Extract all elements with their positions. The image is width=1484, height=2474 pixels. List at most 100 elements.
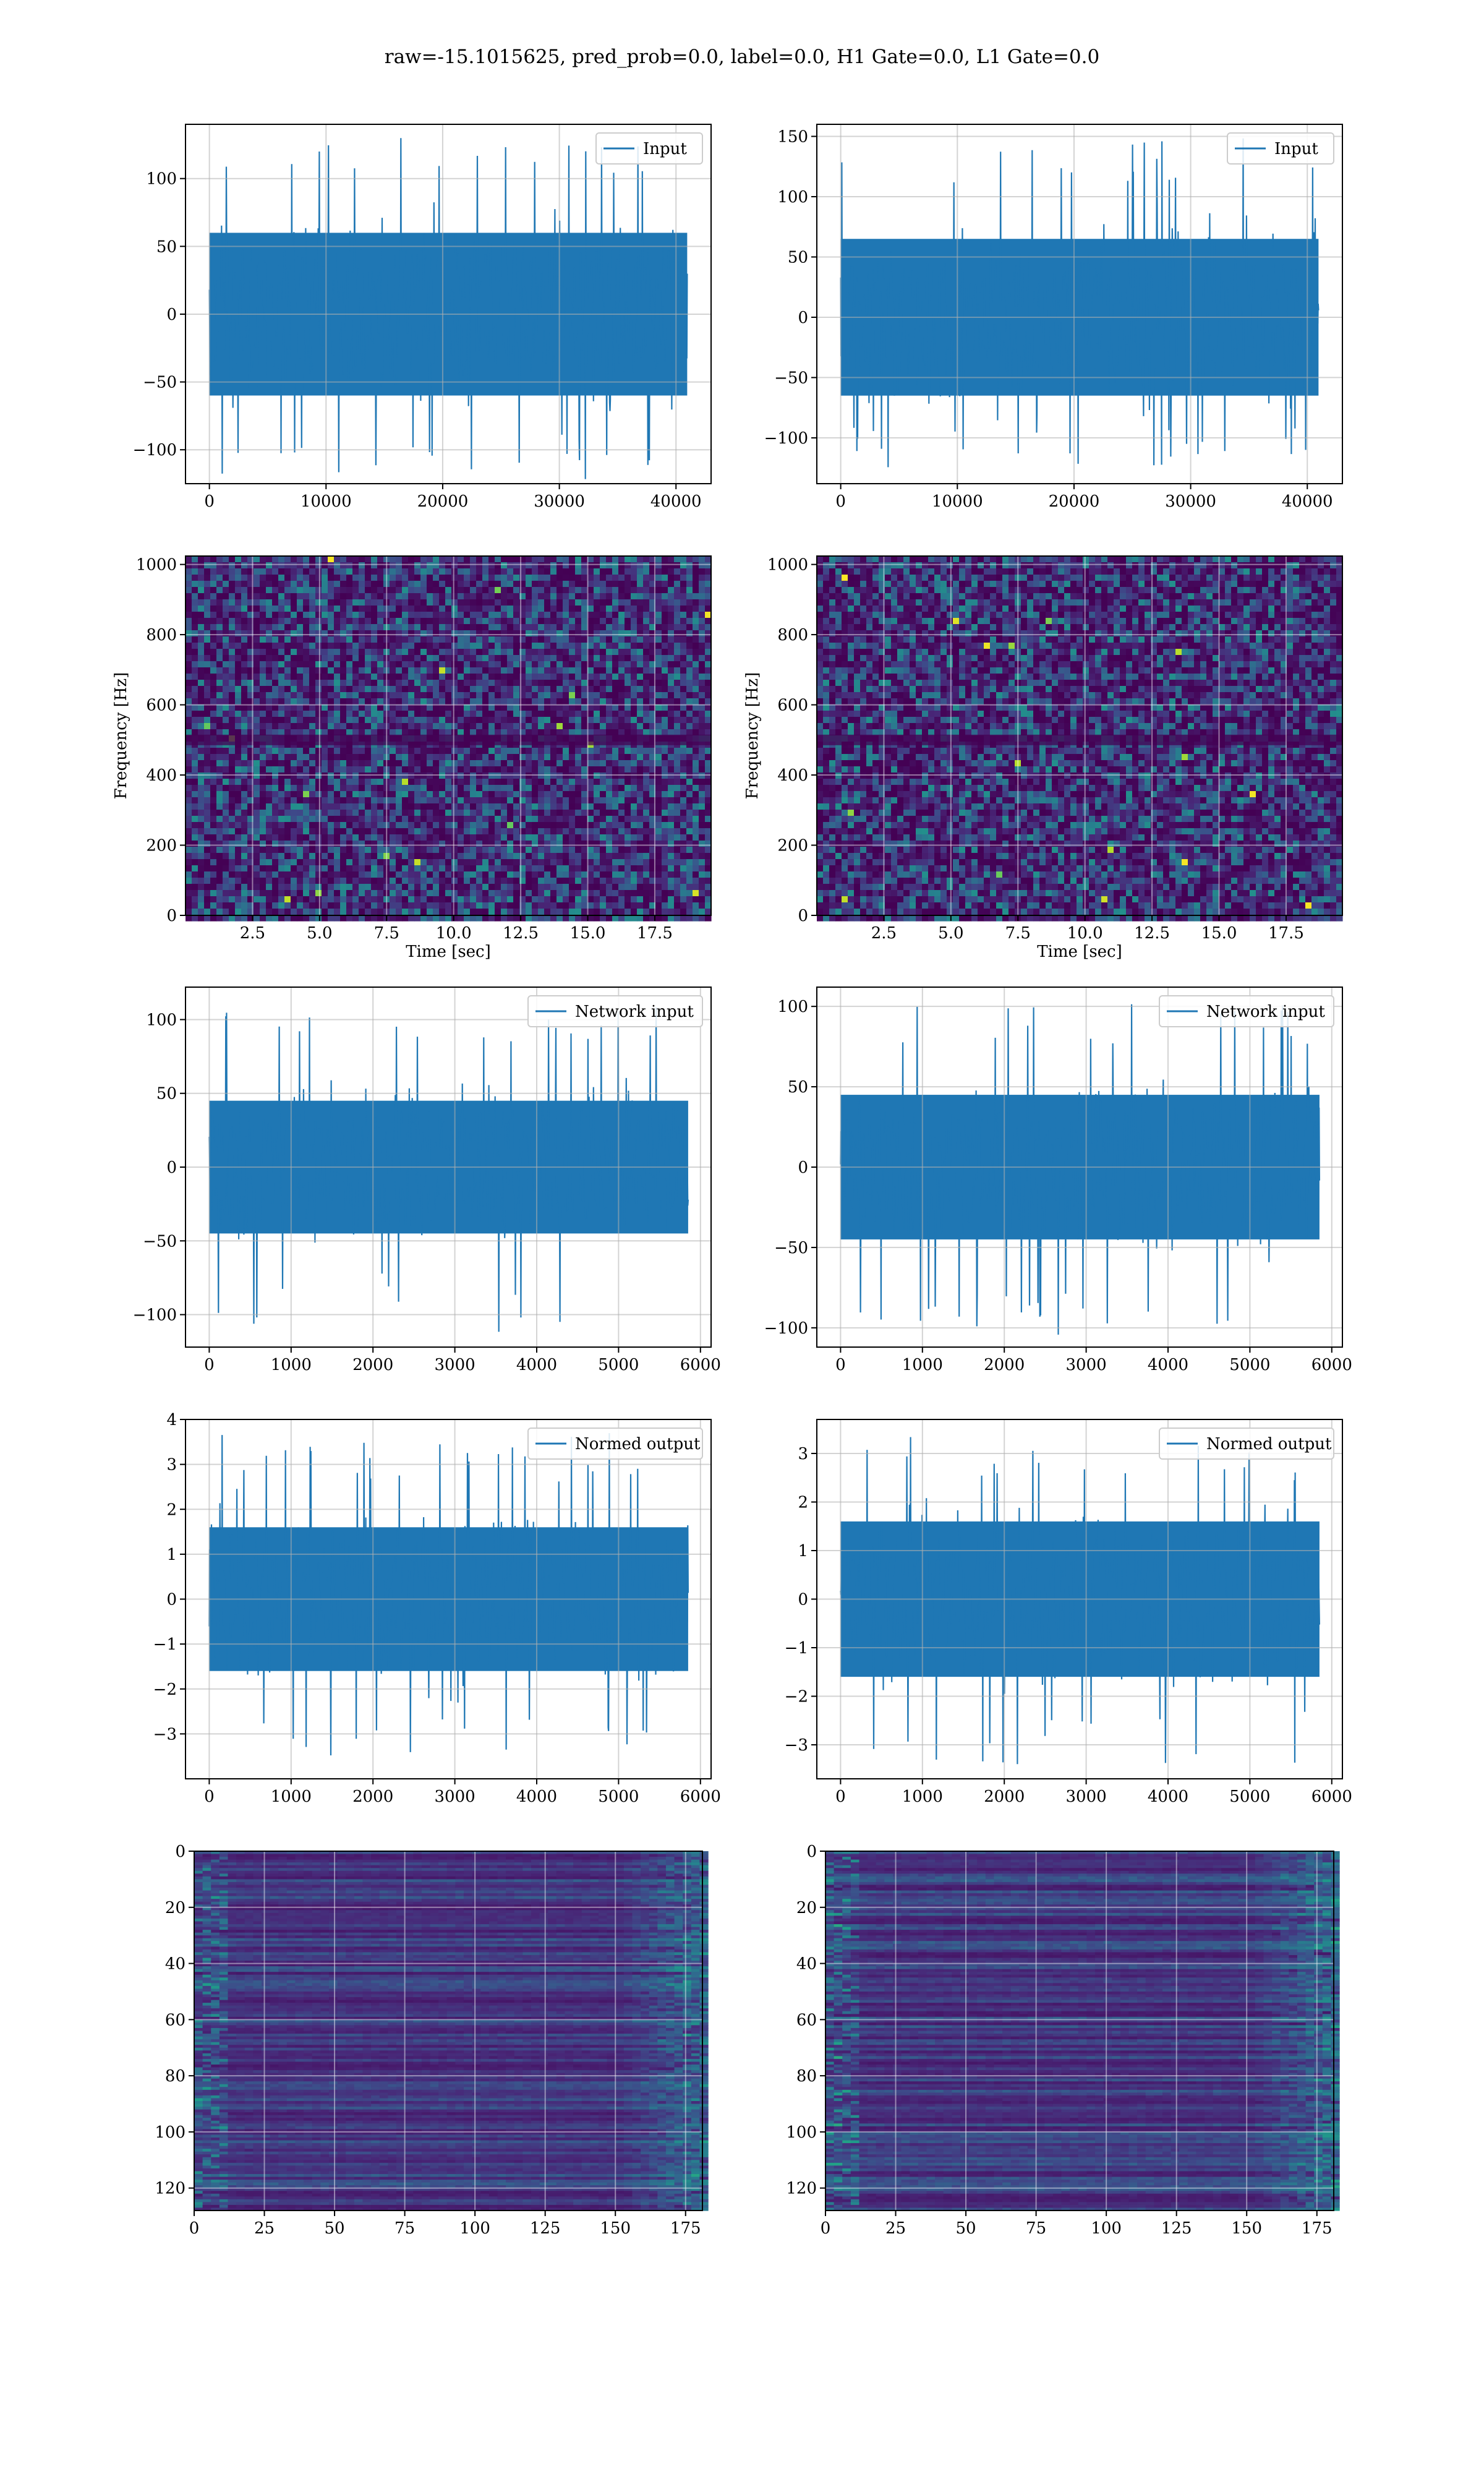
x-tick-label: 4000: [516, 1787, 557, 1806]
y-axis-label: Frequency [Hz]: [112, 672, 130, 800]
x-tick-label: 17.5: [1268, 924, 1304, 943]
x-tick-label: 0: [204, 1787, 215, 1806]
x-tick-label: 150: [600, 2219, 631, 2238]
x-tick-label: 2000: [352, 1787, 393, 1806]
x-tick-label: 3000: [1066, 1356, 1107, 1374]
x-tick-label: 0: [204, 1356, 215, 1374]
y-tick-label: 2: [798, 1493, 808, 1512]
y-tick-label: 0: [798, 1591, 808, 1609]
x-tick-label: 100: [1091, 2219, 1122, 2238]
legend: Network input: [1159, 996, 1334, 1027]
y-tick-label: 0: [806, 1843, 817, 1861]
x-tick-label: 125: [1161, 2219, 1192, 2238]
y-tick-label: 20: [796, 1899, 817, 1917]
y-tick-label: 100: [146, 170, 177, 189]
x-tick-label: 10.0: [436, 924, 472, 943]
legend-label: Network input: [1206, 1003, 1325, 1021]
x-tick-label: 5000: [1229, 1356, 1270, 1374]
x-tick-label: 2000: [352, 1356, 393, 1374]
y-tick-label: 0: [166, 1158, 177, 1177]
x-tick-label: 3000: [435, 1356, 475, 1374]
x-tick-label: 17.5: [637, 924, 673, 943]
y-tick-label: 800: [777, 626, 808, 644]
x-tick-label: 1000: [902, 1787, 943, 1806]
y-tick-label: 60: [796, 2011, 817, 2029]
x-tick-label: 20000: [417, 492, 469, 511]
x-tick-label: 100: [459, 2219, 490, 2238]
x-tick-label: 0: [835, 1356, 846, 1374]
x-tick-label: 0: [835, 1787, 846, 1806]
y-tick-label: 2: [166, 1500, 177, 1519]
x-tick-label: 5.0: [938, 924, 963, 943]
y-tick-label: 80: [796, 2067, 817, 2086]
y-tick-label: 4: [166, 1411, 177, 1429]
legend: Network input: [528, 996, 702, 1027]
x-tick-label: 7.5: [374, 924, 399, 943]
y-tick-label: −1: [785, 1639, 808, 1658]
x-tick-label: 4000: [1148, 1787, 1188, 1806]
y-axis-label: Frequency [Hz]: [743, 672, 762, 800]
y-tick-label: 100: [146, 1011, 177, 1029]
x-tick-label: 15.0: [570, 924, 606, 943]
y-tick-label: 800: [146, 626, 177, 644]
spectrogram-image: [817, 556, 1343, 922]
x-tick-label: 30000: [1165, 492, 1216, 511]
x-tick-label: 30000: [534, 492, 585, 511]
legend-label: Input: [643, 140, 687, 158]
legend-label: Network input: [575, 1003, 694, 1021]
x-tick-label: 2000: [984, 1787, 1025, 1806]
y-tick-label: 0: [798, 1158, 808, 1177]
x-tick-label: 40000: [1282, 492, 1333, 511]
legend: Input: [1227, 133, 1334, 164]
legend: Normed output: [1159, 1428, 1334, 1459]
y-tick-label: 400: [146, 766, 177, 785]
y-tick-label: −2: [785, 1688, 808, 1706]
y-tick-label: 150: [777, 127, 808, 146]
y-tick-label: 80: [165, 2067, 186, 2086]
x-tick-label: 5000: [598, 1356, 639, 1374]
x-tick-label: 3000: [1066, 1787, 1107, 1806]
x-tick-label: 10000: [301, 492, 352, 511]
x-tick-label: 75: [394, 2219, 415, 2238]
y-tick-label: 400: [777, 766, 808, 785]
legend-label: Input: [1274, 140, 1318, 158]
x-tick-label: 10.0: [1067, 924, 1103, 943]
x-tick-label: 2.5: [240, 924, 265, 943]
y-tick-label: 40: [165, 1955, 186, 1974]
figure-title: raw=-15.1015625, pred_prob=0.0, label=0.…: [385, 46, 1099, 68]
y-tick-label: −3: [153, 1725, 177, 1744]
panel-spectrogram-right: 2.5 5.0 7.5 10.0 12.5 15.0 17.5020040060080010…: [743, 556, 1343, 961]
y-tick-label: 3: [166, 1456, 177, 1475]
y-tick-label: 1: [166, 1546, 177, 1564]
x-tick-label: 1000: [271, 1356, 312, 1374]
x-tick-label: 75: [1026, 2219, 1046, 2238]
x-tick-label: 25: [885, 2219, 906, 2238]
y-tick-label: 0: [798, 907, 808, 925]
x-tick-label: 175: [1302, 2219, 1333, 2238]
notch-band: [817, 735, 1342, 745]
y-tick-label: 0: [166, 907, 177, 925]
y-tick-label: 100: [777, 998, 808, 1016]
y-tick-label: 1000: [767, 556, 808, 575]
legend-label: Normed output: [1206, 1435, 1332, 1453]
spectrogram-image: [186, 556, 712, 922]
x-tick-label: 50: [956, 2219, 976, 2238]
y-tick-label: 60: [165, 2011, 186, 2029]
x-tick-label: 2.5: [871, 924, 897, 943]
x-tick-label: 0: [821, 2219, 831, 2238]
y-tick-label: −50: [774, 1239, 808, 1257]
y-tick-label: 50: [788, 1078, 808, 1097]
x-tick-label: 1000: [271, 1787, 312, 1806]
y-tick-label: 50: [156, 238, 177, 256]
y-tick-label: 1: [798, 1542, 808, 1560]
x-tick-label: 0: [204, 492, 215, 511]
x-tick-label: 3000: [435, 1787, 475, 1806]
y-tick-label: 1000: [136, 556, 177, 575]
y-tick-label: −100: [764, 1319, 808, 1338]
x-tick-label: 25: [254, 2219, 275, 2238]
y-tick-label: −100: [133, 441, 177, 460]
y-tick-label: 0: [166, 1591, 177, 1609]
y-tick-label: 20: [165, 1899, 186, 1917]
